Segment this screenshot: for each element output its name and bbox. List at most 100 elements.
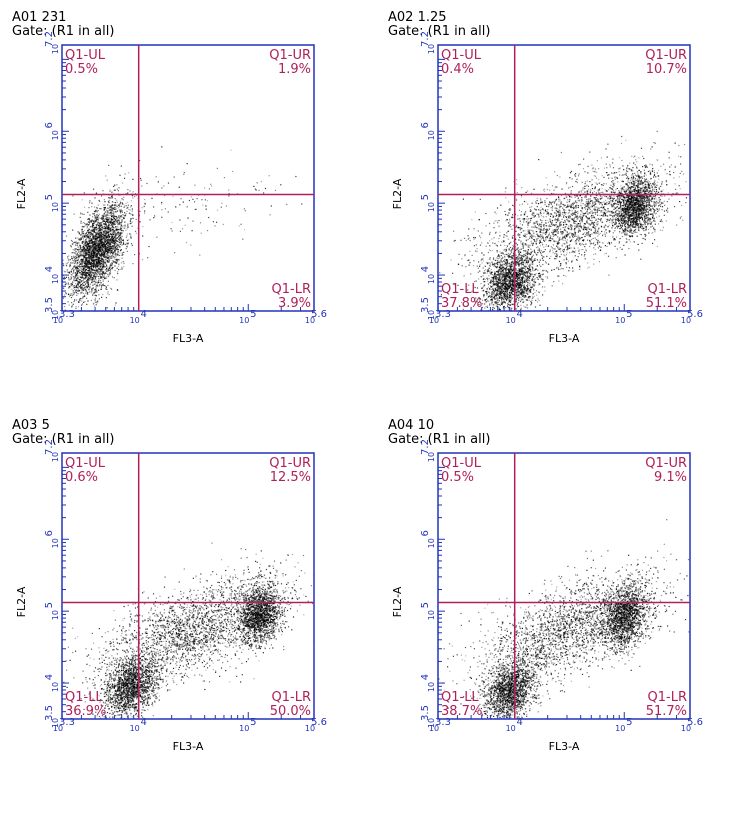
event-dot bbox=[91, 232, 93, 234]
event-dot bbox=[525, 266, 527, 268]
event-dot bbox=[111, 240, 113, 242]
x-tick-exponent: 3.3 bbox=[59, 309, 75, 320]
event-dot bbox=[504, 280, 506, 282]
event-dot bbox=[72, 242, 74, 244]
event-dot bbox=[83, 284, 85, 286]
event-dot bbox=[103, 212, 105, 214]
event-dot bbox=[103, 260, 105, 262]
event-dot bbox=[71, 257, 73, 259]
event-dot bbox=[90, 259, 92, 261]
event-dot bbox=[98, 251, 100, 253]
event-dot bbox=[527, 293, 529, 295]
event-dot bbox=[79, 267, 81, 269]
event-dot bbox=[511, 297, 513, 299]
event-dot bbox=[80, 255, 82, 257]
event-dot bbox=[112, 232, 114, 235]
event-dot bbox=[83, 229, 85, 232]
event-dot bbox=[106, 243, 108, 245]
event-dot bbox=[161, 146, 163, 148]
event-dot bbox=[499, 260, 501, 262]
event-dot bbox=[482, 290, 484, 292]
event-dot bbox=[48, 282, 49, 283]
event-dot bbox=[516, 290, 518, 292]
event-dot bbox=[114, 211, 116, 213]
event-dot bbox=[102, 237, 104, 239]
event-dot bbox=[93, 235, 96, 237]
event-dot bbox=[113, 242, 115, 244]
event-dot bbox=[516, 286, 518, 288]
event-dot bbox=[98, 276, 100, 278]
event-dot bbox=[88, 268, 90, 270]
event-dot bbox=[504, 277, 506, 279]
event-dot bbox=[520, 270, 522, 272]
event-dot bbox=[516, 270, 518, 272]
event-dot bbox=[81, 251, 83, 253]
event-dot bbox=[103, 242, 105, 244]
event-dot bbox=[100, 255, 102, 257]
event-dot bbox=[109, 246, 111, 248]
event-dot bbox=[88, 218, 90, 220]
event-dot bbox=[75, 275, 77, 277]
event-dot bbox=[502, 275, 504, 277]
event-dot bbox=[501, 275, 503, 277]
event-dot bbox=[107, 235, 109, 237]
event-dot bbox=[496, 286, 499, 288]
event-dot bbox=[108, 200, 110, 202]
event-dot bbox=[82, 288, 84, 290]
event-dot bbox=[73, 285, 75, 287]
event-dot bbox=[118, 187, 120, 189]
event-dot bbox=[98, 278, 100, 280]
event-dot bbox=[517, 256, 519, 258]
event-dot bbox=[99, 275, 101, 277]
event-dot bbox=[143, 205, 145, 208]
event-dot bbox=[118, 236, 120, 238]
event-dot bbox=[503, 258, 506, 260]
event-dot bbox=[529, 268, 531, 270]
event-dot bbox=[101, 271, 103, 274]
quadrant-ul-percent: 0.5% bbox=[65, 62, 98, 77]
event-dot bbox=[92, 279, 94, 281]
event-dot bbox=[495, 276, 497, 278]
event-dot bbox=[93, 221, 95, 224]
event-dot bbox=[93, 248, 95, 250]
event-dot bbox=[504, 282, 506, 284]
event-dot bbox=[521, 258, 523, 260]
x-tick-exponent: 4 bbox=[141, 309, 147, 320]
event-dot bbox=[83, 254, 85, 256]
event-dot bbox=[72, 270, 75, 273]
event-dot bbox=[99, 222, 101, 224]
event-dot bbox=[87, 221, 89, 223]
event-dot bbox=[76, 245, 78, 247]
event-dot bbox=[97, 245, 99, 247]
event-dot bbox=[112, 249, 114, 251]
event-dot bbox=[491, 277, 493, 279]
event-dot bbox=[83, 266, 85, 268]
event-dot bbox=[100, 270, 102, 272]
event-dot bbox=[103, 243, 105, 245]
event-dot bbox=[503, 282, 505, 284]
event-dot bbox=[114, 218, 116, 220]
y-tick-label: 10 bbox=[51, 202, 60, 212]
event-dot bbox=[95, 243, 97, 245]
event-dot bbox=[102, 252, 104, 254]
event-dot bbox=[500, 278, 503, 280]
event-dot bbox=[110, 212, 112, 214]
event-dot bbox=[539, 275, 541, 277]
event-dot bbox=[109, 287, 112, 289]
event-dot bbox=[216, 221, 218, 223]
event-dot bbox=[107, 275, 110, 277]
event-dot bbox=[504, 296, 506, 298]
event-dot bbox=[483, 272, 485, 274]
event-dot bbox=[94, 237, 96, 240]
event-dot bbox=[79, 282, 81, 284]
event-dot bbox=[506, 264, 508, 266]
event-dot bbox=[97, 256, 100, 258]
event-dot bbox=[96, 223, 99, 225]
event-dot bbox=[126, 245, 128, 247]
event-dot bbox=[508, 300, 510, 302]
event-dot bbox=[120, 226, 122, 228]
event-dot bbox=[125, 229, 127, 231]
event-dot bbox=[81, 237, 83, 239]
event-dot bbox=[529, 258, 531, 260]
event-dot bbox=[65, 282, 67, 284]
